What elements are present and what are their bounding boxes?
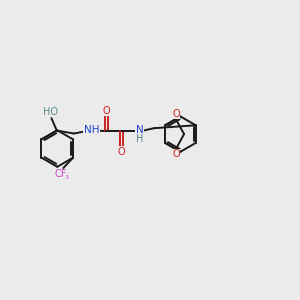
Text: O: O: [172, 149, 180, 159]
Text: CF: CF: [54, 169, 67, 179]
Text: 3: 3: [65, 175, 69, 180]
Text: O: O: [118, 147, 125, 157]
Text: O: O: [102, 106, 110, 116]
Text: NH: NH: [84, 125, 99, 135]
Text: HO: HO: [43, 107, 58, 117]
Text: N: N: [136, 125, 144, 135]
Text: H: H: [136, 134, 143, 144]
Text: O: O: [172, 109, 180, 119]
